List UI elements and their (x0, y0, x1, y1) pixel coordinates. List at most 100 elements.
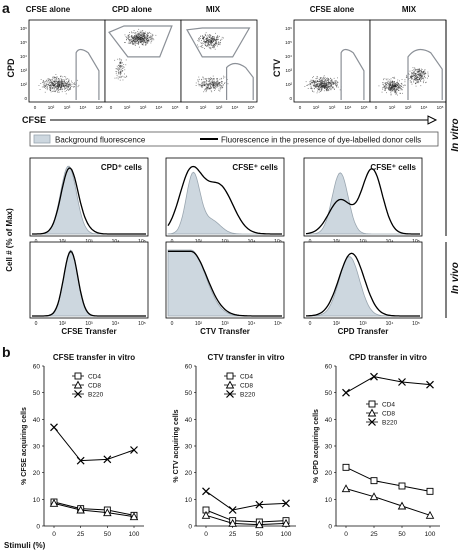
data-point-b220 (76, 456, 85, 465)
flow-event-dot (146, 37, 148, 38)
flow-event-dot (55, 81, 57, 82)
flow-event-dot (321, 82, 323, 84)
flow-event-dot (203, 40, 205, 42)
flow-event-dot (199, 46, 201, 47)
flow-event-dot (391, 86, 392, 88)
flow-event-dot (405, 77, 407, 78)
flow-event-dot (413, 80, 415, 82)
flow-event-dot (208, 39, 210, 40)
flow-event-dot (202, 35, 203, 37)
data-point-b220-stroke (76, 456, 85, 465)
flow-event-dot (319, 88, 321, 89)
flow-event-dot (321, 85, 323, 86)
flow-event-dot (213, 38, 215, 40)
flow-event-dot (389, 82, 391, 84)
flow-event-dot (389, 89, 391, 91)
flow-event-dot (143, 32, 145, 33)
flow-event-dot (315, 82, 317, 84)
data-point-b220 (50, 423, 58, 432)
flow-event-dot (323, 86, 324, 88)
flow-event-dot (212, 78, 214, 80)
flow-event-dot (314, 85, 316, 87)
flow-event-dot (316, 88, 318, 89)
flow-event-dot (324, 80, 325, 82)
flow-event-dot (216, 36, 218, 38)
flow-event-dot (412, 73, 414, 74)
flow-x-tick-label: 10² (389, 105, 396, 110)
flow-event-dot (49, 86, 51, 88)
flow-event-dot (419, 70, 421, 72)
flow-event-dot (150, 35, 151, 37)
flow-event-dot (391, 88, 393, 89)
flow-event-dot (336, 85, 338, 87)
flow-event-dot (69, 85, 71, 87)
flow-event-dot (327, 82, 329, 83)
flow-event-dot (385, 84, 387, 86)
flow-event-dot (143, 35, 145, 37)
flow-event-dot (50, 89, 52, 91)
flow-event-dot (57, 83, 58, 85)
flow-event-dot (71, 85, 72, 87)
flow-event-dot (386, 84, 387, 85)
flow-x-tick-label: 10³ (405, 105, 412, 110)
flow-event-dot (422, 75, 424, 76)
flow-event-dot (57, 81, 58, 83)
flow-event-dot (394, 85, 395, 86)
panel-b-label: b (2, 344, 11, 360)
flow-y-tick-label: 10³ (20, 68, 27, 73)
data-point-cd8 (341, 484, 351, 493)
flow-event-dot (415, 79, 417, 81)
flow-event-dot (219, 44, 221, 46)
flow-event-dot (133, 30, 135, 31)
flow-event-dot (330, 83, 332, 85)
flow-event-dot (218, 43, 220, 45)
flow-event-dot (208, 46, 210, 48)
flow-event-dot (214, 90, 215, 91)
flow-event-dot (132, 39, 134, 41)
flow-event-dot (152, 38, 154, 40)
flow-event-dot (216, 78, 218, 80)
flow-event-dot (330, 81, 332, 83)
flow-event-dot (138, 28, 140, 30)
flow-event-dot (204, 78, 206, 80)
flow-event-dot (122, 70, 124, 71)
flow-event-dot (67, 88, 68, 90)
flow-event-dot (56, 87, 58, 89)
flow-event-dot (131, 35, 132, 36)
histogram-x-tick-label: 10⁵ (274, 321, 282, 327)
flow-event-dot (144, 36, 145, 38)
flow-x-tick-label: 10⁴ (345, 105, 352, 110)
flow-event-dot (138, 37, 140, 39)
flow-event-dot (321, 86, 323, 88)
line-chart-y-tick-label: 40 (325, 417, 333, 424)
flow-event-dot (129, 42, 131, 44)
flow-event-dot (65, 93, 67, 95)
flow-event-dot (411, 72, 412, 74)
flow-event-dot (136, 40, 138, 42)
flow-event-dot (226, 79, 228, 80)
flow-event-dot (52, 87, 54, 89)
flow-event-dot (115, 71, 117, 72)
flow-event-dot (394, 83, 396, 85)
flow-event-dot (313, 79, 314, 81)
flow-y-tick-label: 0 (289, 96, 292, 101)
flow-event-dot (204, 81, 205, 83)
flow-event-dot (209, 83, 211, 85)
flow-event-dot (394, 91, 396, 92)
legend-marker (225, 380, 235, 389)
flow-event-dot (387, 82, 389, 84)
flow-event-dot (394, 88, 395, 90)
flow-event-dot (48, 83, 50, 85)
flow-event-dot (415, 69, 417, 70)
flow-event-dot (204, 44, 206, 45)
flow-event-dot (419, 68, 420, 70)
flow-event-dot (320, 83, 321, 84)
flow-event-dot (336, 84, 338, 85)
flow-event-dot (52, 84, 54, 86)
flow-event-dot (213, 44, 215, 46)
flow-event-dot (131, 31, 132, 33)
flow-event-dot (220, 42, 221, 44)
flow-event-dot (52, 77, 54, 79)
flow-event-dot (206, 78, 208, 79)
flow-event-dot (128, 39, 130, 41)
